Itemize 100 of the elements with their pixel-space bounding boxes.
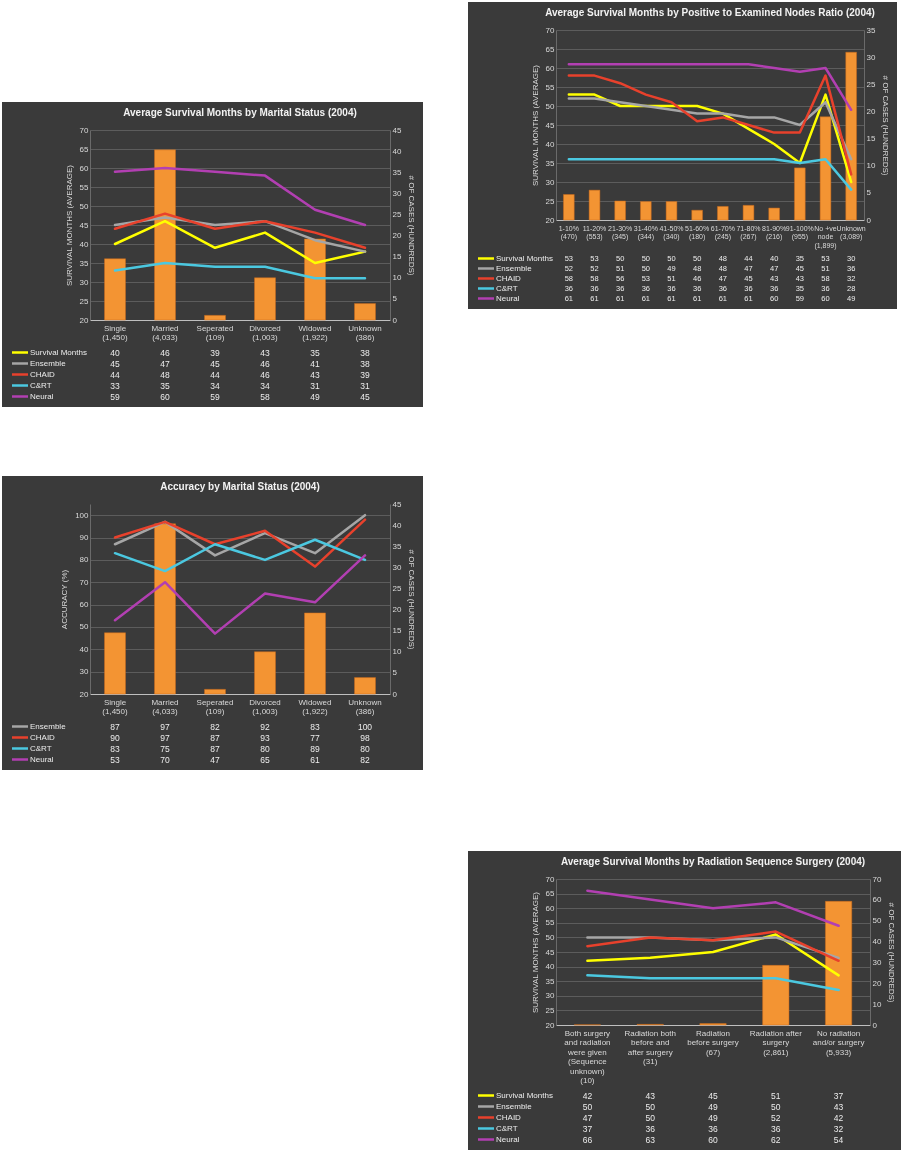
data-label: 32 [833,1123,844,1134]
bar [354,303,376,321]
bar [154,149,176,321]
line-series [567,74,853,176]
y2-tick-label: 45 [392,125,402,135]
data-label: 46 [260,358,270,369]
data-label: 80 [260,743,270,754]
data-label: 65 [260,754,270,765]
data-label: 77 [310,732,320,743]
data-label: 97 [160,732,170,743]
y-tick-label: 60 [545,903,556,913]
y-tick-label: 30 [79,277,90,287]
y2-tick-label: 25 [392,583,402,593]
chart-title: Average Survival Months by Positive to Examined Nodes Ratio (2004) [545,7,875,18]
y2-tick-label: 15 [866,134,876,144]
data-label: 45 [210,358,220,369]
bar [819,116,832,221]
line-series [567,97,853,161]
bar [691,209,703,221]
data-label: 45 [360,391,370,402]
data-label: 51 [771,1090,781,1101]
data-label: 83 [310,721,320,732]
x-tick-label: Divorced (1,003) [249,697,281,716]
y-tick-label: 25 [545,196,556,206]
y-tick-label: 30 [545,177,556,187]
y-tick-label: 20 [545,1020,556,1030]
x-tick-label: No radiation and/or surgery (5,933) [812,1028,865,1057]
y-tick-label: 55 [545,82,556,92]
x-tick-label: Unknown (386) [348,323,382,342]
data-label: 75 [160,743,170,754]
y-tick-label: 70 [545,25,556,35]
data-label: 66 [582,1134,593,1145]
data-label: 60 [160,391,170,402]
x-tick-label: Radiation after surgery (2,861) [749,1028,803,1057]
legend-label: Neural [496,1134,520,1144]
data-label: 58 [260,391,270,402]
y2-tick-label: 35 [392,541,402,551]
y2-tick-label: 10 [392,647,402,657]
y-tick-label: 65 [545,44,556,54]
bar [204,315,226,321]
y-tick-label: 60 [79,163,90,173]
data-label: 87 [210,732,220,743]
y-tick-label: 65 [79,144,90,154]
y2-axis-title: # OF CASES (HUNDREDS) [881,75,891,176]
data-label: 98 [360,732,370,743]
line-series [113,261,367,280]
data-label: 48 [160,369,170,380]
bar [104,632,126,695]
y-tick-label: 40 [545,139,556,149]
x-tick-label: Both surgery and radiation were given (Sequence unknown) (10) [564,1028,611,1085]
data-label: 43 [645,1090,656,1101]
y-tick-label: 35 [545,158,556,168]
data-label: 37 [582,1123,593,1134]
y2-tick-label: 30 [392,562,402,572]
legend-label: C&RT [30,380,52,390]
data-label: 34 [210,380,220,391]
data-label: 80 [360,743,370,754]
line-series [113,518,367,568]
data-label: 38 [360,358,370,369]
y2-tick-label: 0 [392,315,398,325]
data-label: 39 [210,347,220,358]
y2-tick-label: 40 [392,520,402,530]
data-label: 50 [582,1101,593,1112]
data-label: 47 [210,754,220,765]
y2-tick-label: 45 [392,499,402,509]
y2-tick-label: 5 [392,294,398,304]
legend-label: CHAID [30,369,56,379]
y-axis-title: SURVIVAL MONTHS (AVERAGE) [530,64,540,187]
y-tick-label: 50 [79,201,90,211]
bar [640,201,652,221]
bar [665,201,678,221]
legend-label: Ensemble [496,1101,533,1111]
y-tick-label: 25 [79,296,90,306]
x-tick-label: Widowed (1,922) [298,323,332,342]
data-label: 50 [645,1112,656,1123]
y-tick-label: 20 [79,689,90,699]
x-tick-label: Widowed (1,922) [298,697,332,716]
data-label: 93 [260,732,270,743]
bar [104,258,126,321]
data-label: 90 [110,732,120,743]
y-tick-label: 25 [545,1005,556,1015]
x-tick-label: Radiation both before and after surgery (31) [624,1028,676,1066]
bar [563,194,575,221]
bar [794,167,806,221]
y2-tick-label: 20 [866,106,876,116]
data-label: 92 [260,721,270,732]
bar [742,205,755,221]
y2-tick-label: 40 [872,937,882,947]
data-label: 31 [310,380,320,391]
data-label: 47 [160,358,170,369]
data-label: 36 [645,1123,656,1134]
chart-title: Average Survival Months by Marital Status (2004) [123,107,357,118]
y2-tick-label: 60 [872,895,882,905]
x-tick-label: Single (1,450) [102,697,128,716]
legend-label: CHAID [496,273,522,283]
bar [304,238,326,321]
y2-tick-label: 5 [392,668,398,678]
data-label: 49 [310,391,320,402]
y-tick-label: 40 [545,962,556,972]
data-label: 61 [310,754,320,765]
